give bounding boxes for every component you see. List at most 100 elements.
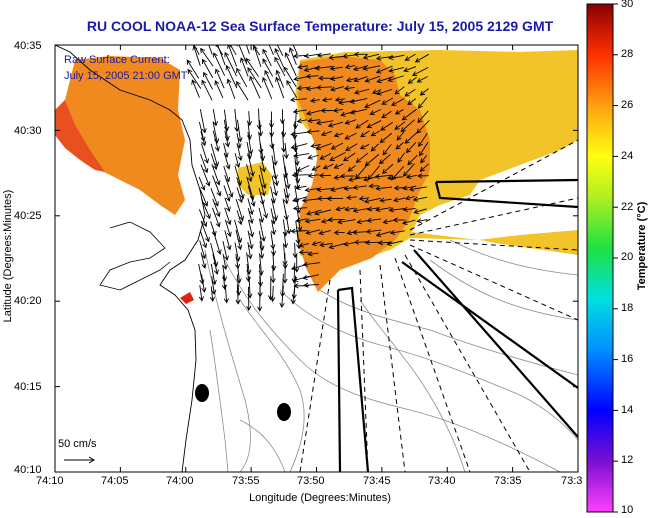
current-vector <box>292 275 310 282</box>
current-vector <box>295 184 307 191</box>
current-vector <box>320 107 334 114</box>
current-vector <box>412 67 429 76</box>
current-vector <box>245 45 250 55</box>
current-vector <box>394 121 406 130</box>
current-vector <box>200 143 209 164</box>
current-vector <box>370 143 379 152</box>
current-vector <box>236 187 244 204</box>
current-vector <box>247 132 254 155</box>
current-vector <box>412 196 428 202</box>
current-vector <box>356 219 368 225</box>
current-vector <box>306 129 320 135</box>
current-vector <box>310 97 320 103</box>
sst-patch-west <box>55 56 185 215</box>
current-vector <box>330 142 344 150</box>
y-tick-label: 40:15 <box>14 381 42 393</box>
x-tick-label: 74:05 <box>101 475 129 487</box>
current-vector <box>201 274 207 293</box>
current-vector <box>269 132 275 150</box>
sst-patch-core <box>298 56 430 292</box>
current-vector <box>292 131 299 153</box>
current-vector <box>281 120 287 138</box>
current-vector <box>352 184 367 190</box>
current-vector <box>401 108 418 121</box>
current-vector <box>326 196 344 202</box>
colorbar-tick-label: 10 <box>621 504 634 516</box>
current-vector <box>404 195 415 201</box>
current-vector <box>328 242 346 250</box>
current-vector <box>382 219 394 225</box>
current-vector <box>420 154 428 164</box>
current-vector <box>379 132 393 144</box>
current-vector <box>209 286 215 302</box>
current-vector <box>212 175 222 197</box>
current-vector <box>375 207 392 213</box>
x-tick-label: 73:50 <box>297 475 325 487</box>
current-vector <box>364 154 380 167</box>
y-tick-label: 40:10 <box>14 464 42 476</box>
station-marker-1 <box>195 384 209 402</box>
current-vector <box>224 230 232 251</box>
current-vector <box>327 121 344 128</box>
current-vector <box>349 97 368 104</box>
y-axis-ticks <box>55 44 578 473</box>
current-vector <box>364 239 382 246</box>
current-vector <box>307 251 319 257</box>
current-vector <box>305 73 319 79</box>
transect-lines-solid <box>336 178 578 472</box>
current-vector <box>413 208 427 215</box>
current-vector <box>392 217 405 223</box>
current-vector <box>268 45 274 56</box>
current-vector <box>270 219 277 236</box>
current-vector <box>210 153 218 171</box>
current-vector <box>304 218 321 224</box>
current-vector <box>394 109 404 115</box>
current-vector <box>269 119 275 138</box>
current-vector <box>402 206 416 212</box>
current-vector <box>247 198 254 216</box>
current-vector <box>192 45 201 66</box>
current-vector <box>330 186 346 193</box>
current-vector <box>212 130 220 152</box>
current-vector <box>290 143 308 150</box>
current-vector <box>304 187 320 193</box>
current-vector <box>211 276 217 296</box>
current-vector <box>397 152 405 163</box>
current-vector <box>235 199 245 222</box>
current-vector <box>407 76 417 84</box>
current-vector <box>262 58 274 77</box>
current-vector <box>235 284 241 305</box>
current-vector <box>378 153 391 165</box>
current-vector <box>271 198 278 221</box>
current-vector <box>210 143 219 168</box>
current-vector <box>370 130 380 137</box>
current-vector <box>389 229 405 236</box>
x-tick-label: 73:35 <box>494 475 522 487</box>
current-vector <box>200 164 211 187</box>
current-vector <box>344 206 356 212</box>
current-vector <box>402 219 416 225</box>
current-vector <box>318 172 331 179</box>
current-vector <box>298 249 310 255</box>
current-vector <box>283 142 289 160</box>
current-vector <box>375 231 392 238</box>
current-vector <box>212 109 218 127</box>
current-vector <box>271 252 277 272</box>
current-vector <box>258 218 266 242</box>
current-vector <box>314 209 332 216</box>
current-vector <box>246 286 252 311</box>
current-vector <box>358 195 370 202</box>
current-vector <box>284 165 291 190</box>
current-vector <box>236 143 243 162</box>
current-vector <box>417 110 429 124</box>
current-vector <box>391 98 405 106</box>
current-vector <box>284 210 292 235</box>
current-vector <box>200 153 209 174</box>
current-vector <box>236 67 248 88</box>
current-vector <box>329 152 346 161</box>
y-tick-label: 40:30 <box>14 125 42 137</box>
current-vector <box>366 217 381 223</box>
current-vector <box>247 207 254 224</box>
current-vector <box>268 276 274 301</box>
current-vector <box>362 65 381 71</box>
